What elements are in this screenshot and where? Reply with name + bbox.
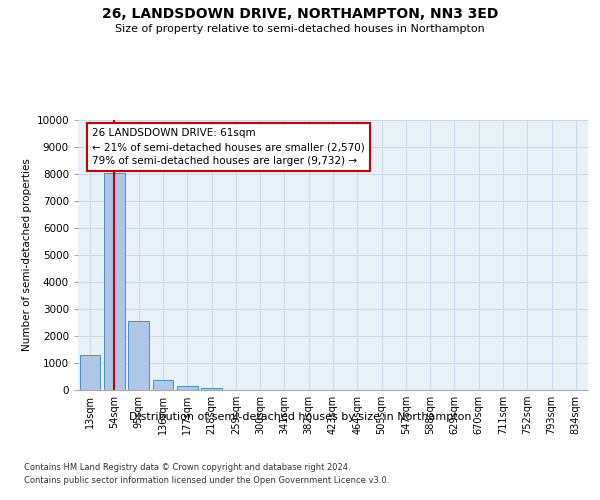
Y-axis label: Number of semi-detached properties: Number of semi-detached properties (22, 158, 32, 352)
Text: Size of property relative to semi-detached houses in Northampton: Size of property relative to semi-detach… (115, 24, 485, 34)
Bar (152, 380, 173, 390)
Text: 26, LANDSDOWN DRIVE, NORTHAMPTON, NN3 3ED: 26, LANDSDOWN DRIVE, NORTHAMPTON, NN3 3E… (102, 8, 498, 22)
Text: 26 LANDSDOWN DRIVE: 61sqm
← 21% of semi-detached houses are smaller (2,570)
79% : 26 LANDSDOWN DRIVE: 61sqm ← 21% of semi-… (92, 128, 365, 166)
Text: Contains public sector information licensed under the Open Government Licence v3: Contains public sector information licen… (24, 476, 389, 485)
Bar (104, 172, 125, 390)
Text: Distribution of semi-detached houses by size in Northampton: Distribution of semi-detached houses by … (129, 412, 471, 422)
Bar (201, 388, 222, 390)
Bar (128, 321, 149, 390)
Bar (177, 386, 197, 390)
Text: Contains HM Land Registry data © Crown copyright and database right 2024.: Contains HM Land Registry data © Crown c… (24, 462, 350, 471)
Bar (80, 355, 100, 390)
